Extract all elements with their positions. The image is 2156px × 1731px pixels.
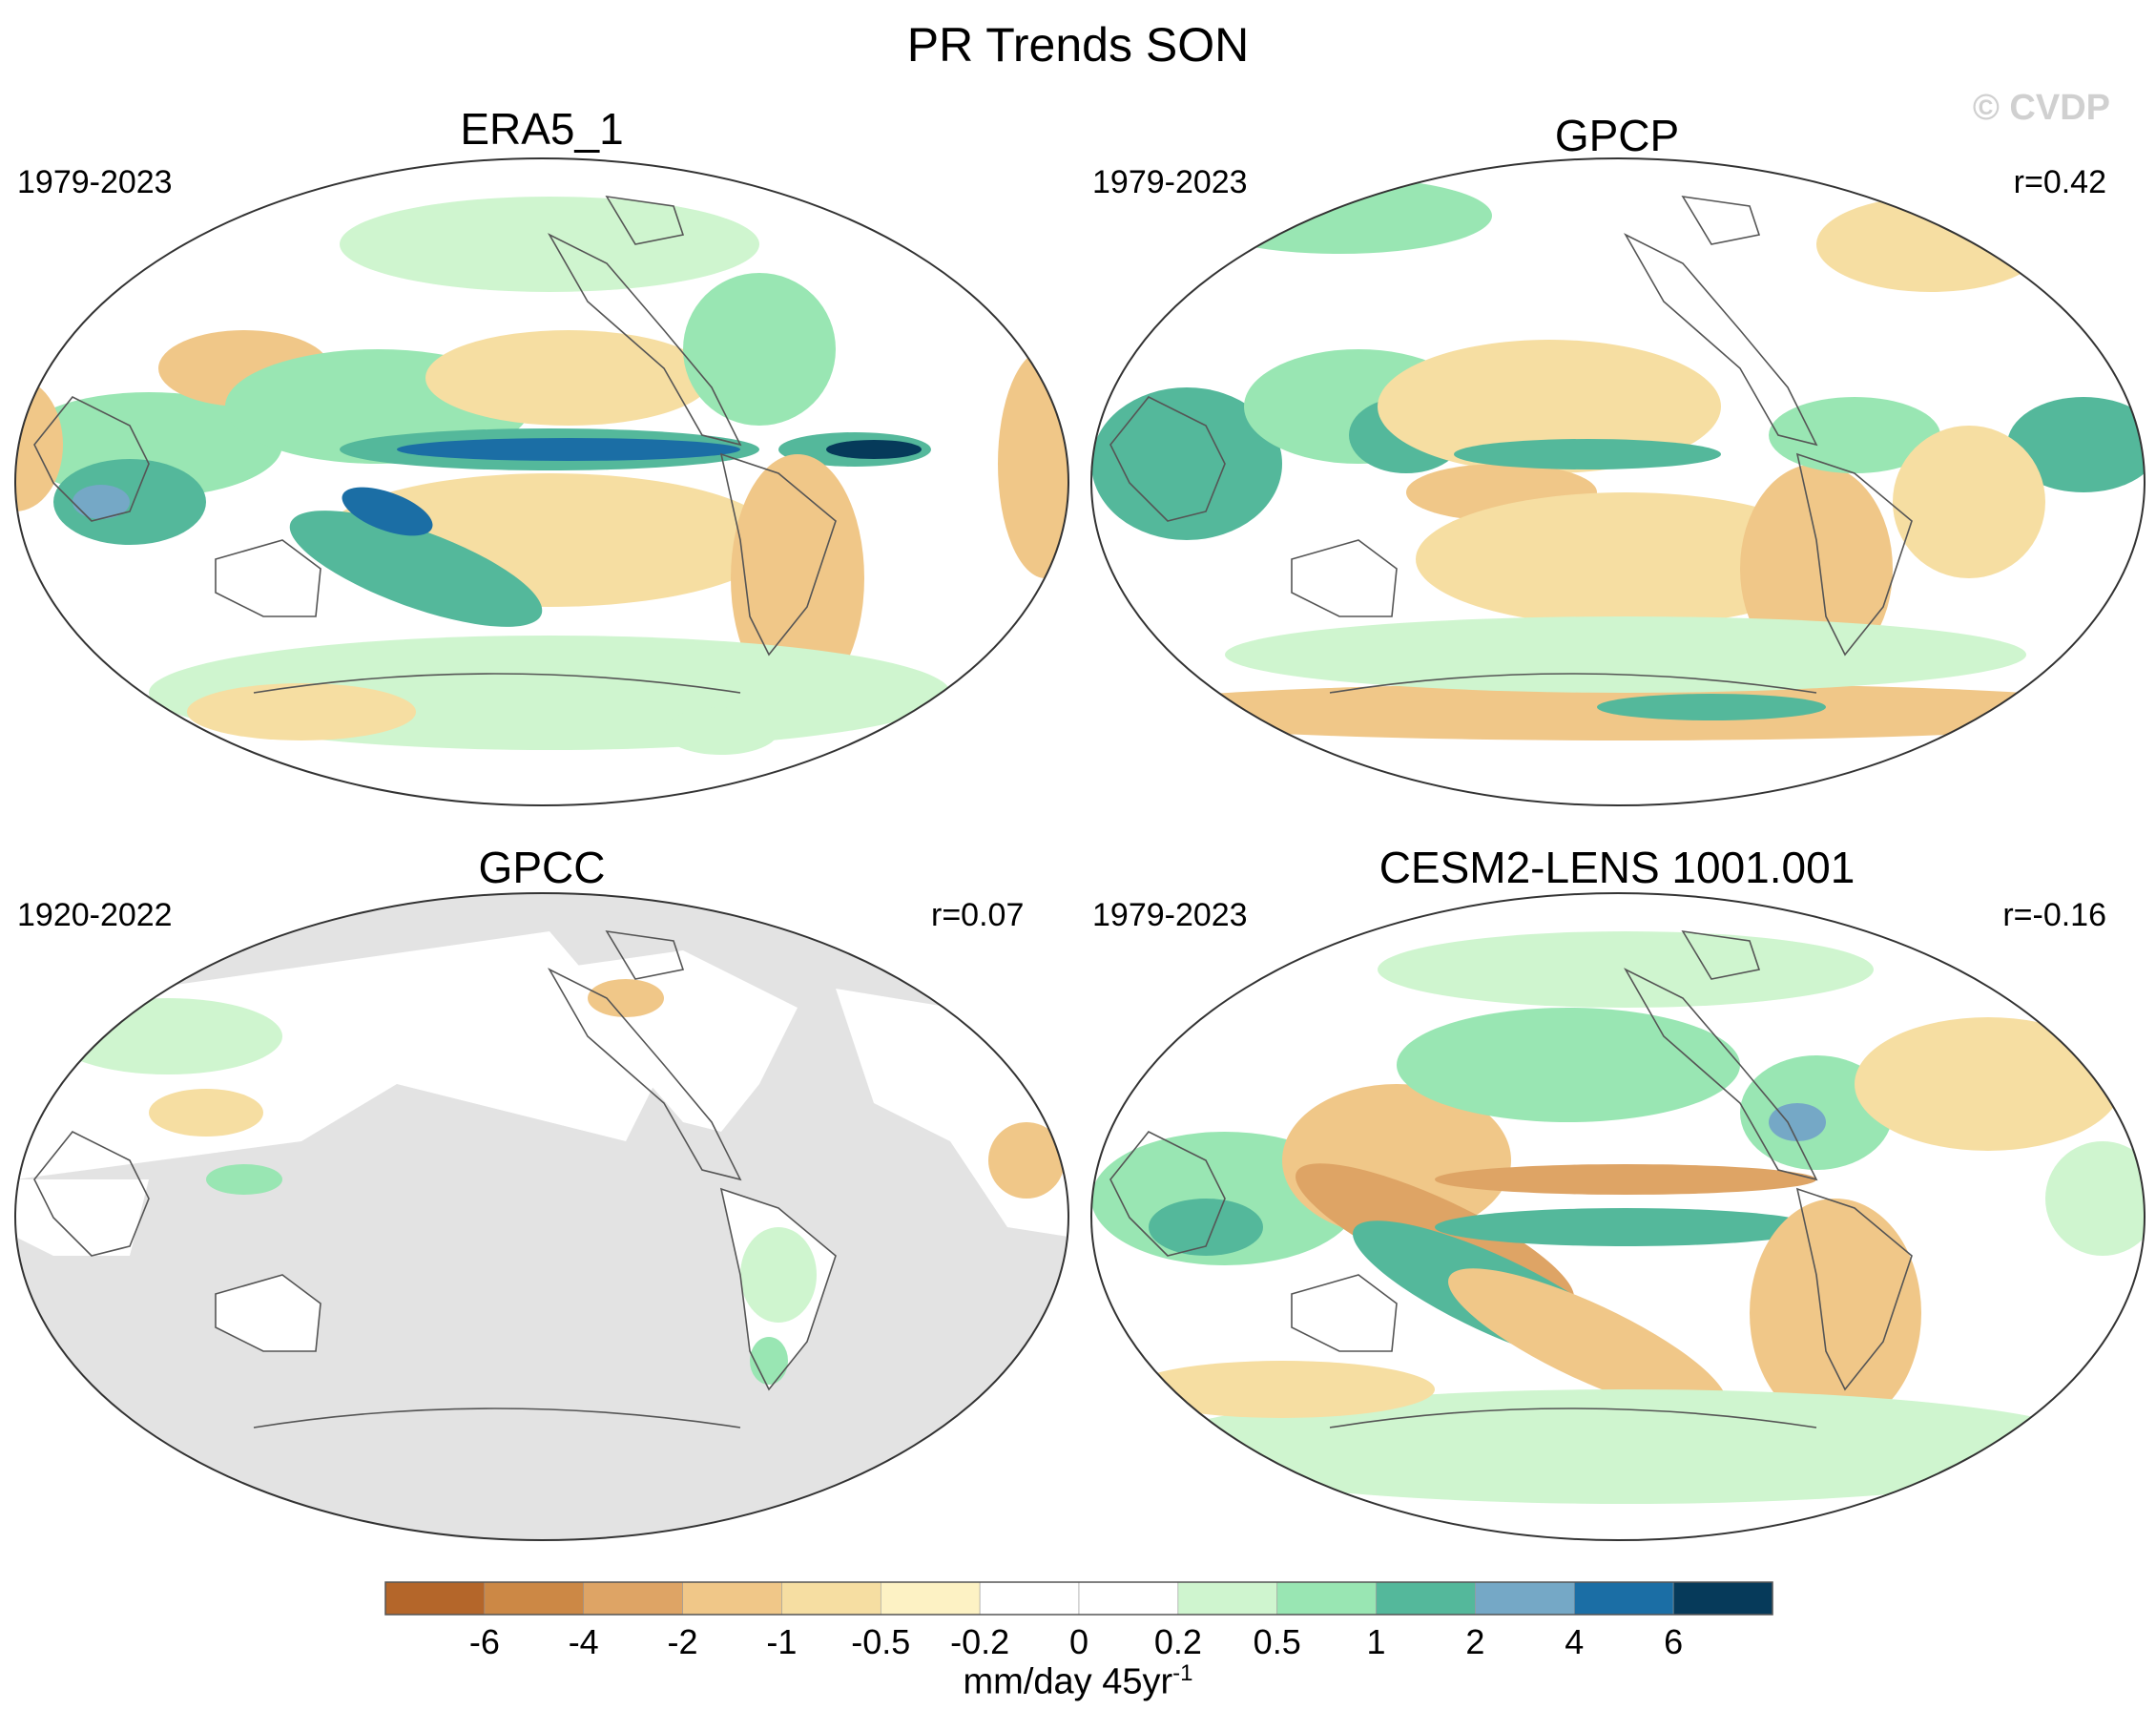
colorbar-label: 0.2	[1153, 1622, 1202, 1661]
map-gpcc	[14, 892, 1069, 1541]
colorbar-swatch	[682, 1581, 782, 1616]
colorbar-swatch	[979, 1581, 1080, 1616]
colorbar-swatch	[1078, 1581, 1179, 1616]
colorbar-label: 6	[1664, 1622, 1684, 1661]
panel-period-cesm2: 1979-2023	[1092, 897, 1248, 933]
map-cesm2	[1090, 892, 2146, 1541]
colorbar-swatch	[583, 1581, 683, 1616]
colorbar-swatch	[1475, 1581, 1575, 1616]
colorbar-label: -6	[468, 1622, 500, 1661]
colorbar-swatch	[484, 1581, 585, 1616]
colorbar-swatch	[781, 1581, 881, 1616]
figure-title: PR Trends SON	[906, 18, 1250, 72]
colorbar-label: 0	[1068, 1622, 1089, 1661]
panel-title-gpcp: GPCP	[1554, 111, 1680, 160]
colorbar-label: -4	[568, 1622, 599, 1661]
colorbar	[384, 1581, 1773, 1616]
colorbar-swatch	[1672, 1581, 1773, 1616]
colorbar-label: 0.5	[1253, 1622, 1301, 1661]
panel-corr-cesm2: r=-0.16	[2002, 897, 2106, 933]
colorbar-swatch	[1177, 1581, 1278, 1616]
panel-title-era5: ERA5_1	[460, 104, 624, 154]
colorbar-swatch	[1573, 1581, 1674, 1616]
colorbar-units: mm/day 45yr-1	[0, 1660, 2156, 1703]
panel-corr-gpcp: r=0.42	[2013, 164, 2106, 200]
panel-title-cesm2: CESM2-LENS 1001.001	[1379, 843, 1855, 892]
cvdp-watermark: © CVDP	[1972, 88, 2110, 128]
colorbar-label: 4	[1565, 1622, 1585, 1661]
colorbar-label: -2	[667, 1622, 698, 1661]
colorbar-outline	[384, 1581, 1773, 1616]
map-gpcp	[1090, 157, 2146, 806]
colorbar-label: 1	[1366, 1622, 1386, 1661]
panel-period-era5: 1979-2023	[17, 164, 173, 200]
panel-period-gpcc: 1920-2022	[17, 897, 173, 933]
panel-title-gpcc: GPCC	[478, 843, 606, 892]
colorbar-label: -0.5	[851, 1622, 911, 1661]
colorbar-label: -0.2	[950, 1622, 1010, 1661]
colorbar-swatch	[880, 1581, 981, 1616]
colorbar-units-text: mm/day 45yr	[963, 1661, 1173, 1702]
panel-period-gpcp: 1979-2023	[1092, 164, 1248, 200]
colorbar-swatch	[1276, 1581, 1377, 1616]
colorbar-label: -1	[766, 1622, 798, 1661]
colorbar-label: 2	[1465, 1622, 1485, 1661]
colorbar-swatch	[1376, 1581, 1476, 1616]
map-era5	[14, 157, 1069, 806]
panel-corr-gpcc: r=0.07	[931, 897, 1025, 933]
colorbar-swatch	[384, 1581, 486, 1616]
colorbar-units-exponent: -1	[1172, 1660, 1193, 1686]
